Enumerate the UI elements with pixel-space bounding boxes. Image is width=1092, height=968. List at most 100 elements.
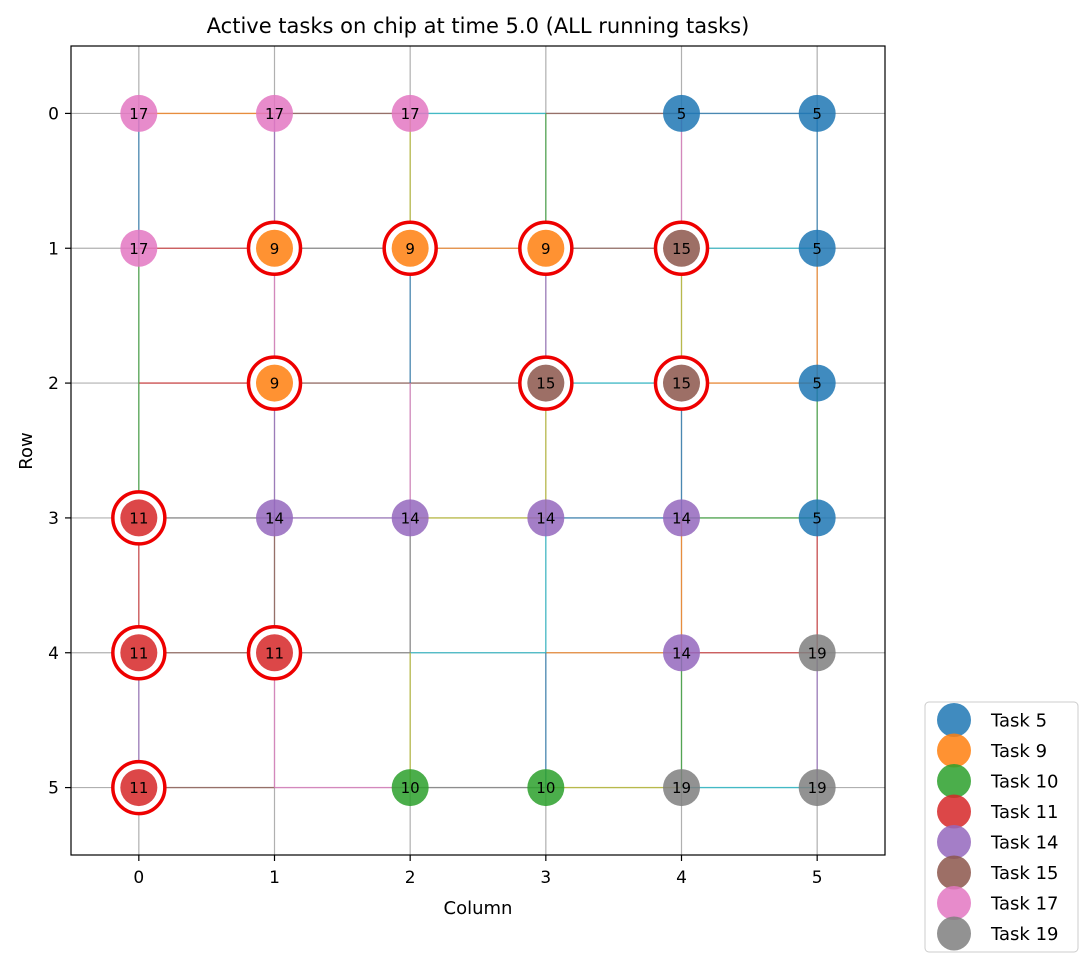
task-node-label: 17 xyxy=(265,105,284,123)
task-node-label: 9 xyxy=(405,240,415,258)
legend-marker xyxy=(937,886,971,920)
task-node-label: 10 xyxy=(401,779,420,797)
legend-marker xyxy=(937,916,971,951)
task-node xyxy=(256,94,293,132)
legend-entry: Task 11 xyxy=(990,802,1058,823)
legend-marker xyxy=(937,825,971,859)
legend-entry: Task 10 xyxy=(990,772,1058,793)
legend-entry: Task 17 xyxy=(990,894,1058,915)
task-node-label: 17 xyxy=(129,240,148,258)
task-node xyxy=(256,229,293,267)
task-node-label: 9 xyxy=(270,375,280,393)
task-node-label: 5 xyxy=(812,509,822,527)
task-node-label: 5 xyxy=(812,375,822,393)
plot-area: 17 17 17 5 5 17 9 9 9 15 5 9 15 15 5 11 14 14 14 14 5 11 11 14 1… xyxy=(70,45,886,856)
task-node-label: 14 xyxy=(672,644,691,662)
task-node xyxy=(798,634,836,672)
task-node xyxy=(663,94,700,132)
task-node xyxy=(798,229,836,267)
legend-marker xyxy=(937,703,971,737)
y-axis-ticks: 0 1 2 3 4 5 xyxy=(48,104,71,799)
task-node xyxy=(663,634,700,672)
x-tick-label: 4 xyxy=(676,868,687,888)
task-node-label: 11 xyxy=(265,644,284,662)
task-node xyxy=(663,769,700,807)
task-node xyxy=(527,229,565,267)
legend-items: Task 5 Task 9 Task 10 Task 11 Task 14 Task 15… xyxy=(937,703,1058,951)
task-node-label: 9 xyxy=(541,240,551,258)
task-node-label: 15 xyxy=(672,240,691,258)
task-node xyxy=(391,229,429,267)
task-node-label: 5 xyxy=(812,105,822,123)
y-axis-label: Row xyxy=(16,432,37,469)
legend-marker xyxy=(937,794,971,829)
task-node xyxy=(663,229,700,267)
task-node-label: 5 xyxy=(812,240,822,258)
task-node xyxy=(120,94,158,132)
task-node xyxy=(391,499,429,537)
task-node xyxy=(391,769,429,807)
task-node-label: 17 xyxy=(129,105,148,123)
task-node xyxy=(120,499,158,537)
x-tick-label: 2 xyxy=(405,868,416,888)
legend-entry: Task 14 xyxy=(990,833,1058,854)
task-node xyxy=(391,94,429,132)
legend-entry: Task 19 xyxy=(990,924,1058,945)
grid-lines xyxy=(71,46,885,855)
task-node xyxy=(256,364,293,402)
y-tick-label: 3 xyxy=(48,509,59,529)
task-node xyxy=(663,364,700,402)
task-node-label: 11 xyxy=(129,644,148,662)
x-axis-label: Column xyxy=(444,898,513,919)
task-node-label: 19 xyxy=(672,779,691,797)
x-axis-ticks: 0 1 2 3 4 5 xyxy=(133,855,823,888)
y-tick-label: 1 xyxy=(48,239,59,259)
task-node xyxy=(798,769,836,807)
x-tick-label: 5 xyxy=(812,868,823,888)
task-node xyxy=(798,94,836,132)
task-node xyxy=(798,499,836,537)
task-node-label: 19 xyxy=(808,779,827,797)
y-tick-label: 5 xyxy=(48,779,59,799)
legend-entry: Task 15 xyxy=(990,863,1058,884)
task-node-label: 5 xyxy=(677,105,687,123)
task-node-label: 9 xyxy=(270,240,280,258)
y-tick-label: 2 xyxy=(48,374,59,394)
task-node xyxy=(120,229,158,267)
chart-title: Active tasks on chip at time 5.0 (ALL ru… xyxy=(207,14,750,38)
task-node-label: 17 xyxy=(401,105,420,123)
y-tick-label: 4 xyxy=(48,644,59,664)
legend-marker xyxy=(937,764,971,798)
x-tick-label: 3 xyxy=(540,868,551,888)
y-tick-label: 0 xyxy=(48,104,59,124)
x-tick-label: 0 xyxy=(133,868,144,888)
legend: Task 5 Task 9 Task 10 Task 11 Task 14 Task 15… xyxy=(924,701,1079,953)
task-node-label: 19 xyxy=(808,644,827,662)
task-node xyxy=(663,499,700,537)
task-node xyxy=(120,769,158,807)
task-node xyxy=(527,499,565,537)
task-node xyxy=(256,499,293,537)
legend-marker xyxy=(937,733,971,768)
task-node-label: 14 xyxy=(536,509,555,527)
plot-frame xyxy=(70,45,886,856)
task-node-label: 11 xyxy=(129,509,148,527)
task-node-label: 11 xyxy=(129,779,148,797)
task-nodes: 17 17 17 5 5 17 9 9 9 15 5 9 15 15 5 11 14 14 14 14 5 11 11 14 1… xyxy=(120,94,836,807)
task-node xyxy=(527,364,565,402)
task-node xyxy=(120,634,158,672)
task-node-label: 10 xyxy=(536,779,555,797)
task-node-label: 14 xyxy=(265,509,284,527)
legend-entry: Task 5 xyxy=(990,711,1047,732)
legend-entry: Task 9 xyxy=(990,741,1047,762)
x-tick-label: 1 xyxy=(269,868,280,888)
task-node xyxy=(798,364,836,402)
task-node xyxy=(527,769,565,807)
task-node-label: 14 xyxy=(401,509,420,527)
task-node-label: 15 xyxy=(672,375,691,393)
task-node-label: 15 xyxy=(536,375,555,393)
link-lines xyxy=(138,112,818,789)
legend-marker xyxy=(937,855,971,890)
task-node xyxy=(256,634,293,672)
